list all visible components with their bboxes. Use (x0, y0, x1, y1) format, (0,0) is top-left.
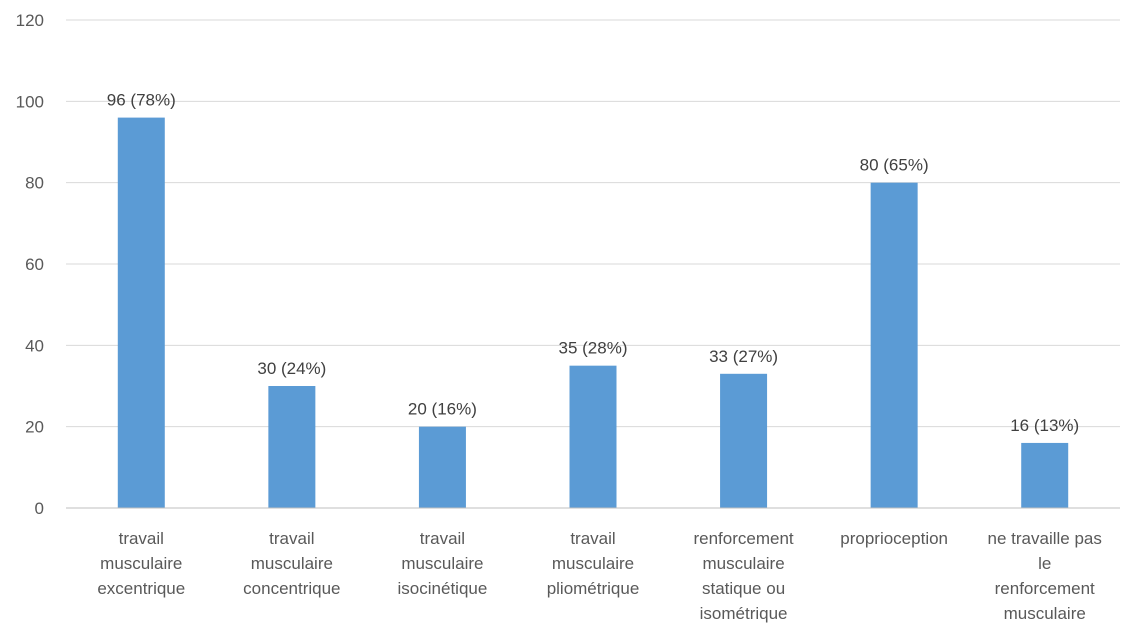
y-tick-label: 20 (25, 418, 44, 437)
y-tick-label: 0 (35, 499, 44, 518)
y-tick-label: 120 (16, 11, 44, 30)
data-labels: 96 (78%) 30 (24%) 20 (16%) 35 (28%) 33 (27%)… (107, 91, 1079, 435)
category-label-line: musculaire (251, 554, 333, 573)
category-label: travail musculaire pliométrique (547, 529, 640, 598)
category-labels: travail musculaire excentrique travail muscu… (97, 529, 1102, 623)
gridlines (66, 19, 1120, 428)
category-label: proprioception (840, 529, 948, 548)
category-label-line: travail (269, 529, 314, 548)
category-label: travail musculaire excentrique (97, 529, 185, 598)
category-label-line: musculaire (401, 554, 483, 573)
category-label-line: proprioception (840, 529, 948, 548)
bar-5 (720, 373, 768, 508)
data-label: 20 (16%) (408, 400, 477, 419)
category-label-line: renforcement (995, 579, 1095, 598)
bar-7 (1021, 442, 1069, 508)
bar-6 (870, 182, 918, 508)
category-label-line: travail (119, 529, 164, 548)
category-label-line: isocinétique (398, 579, 488, 598)
bar-3 (418, 426, 466, 508)
category-label-line: musculaire (552, 554, 634, 573)
category-label-line: le (1038, 554, 1051, 573)
category-label-line: statique ou (702, 579, 785, 598)
y-axis-tick-labels: 0 20 40 60 80 100 120 (16, 11, 44, 518)
bar-2 (268, 386, 316, 508)
data-label: 16 (13%) (1010, 416, 1079, 435)
y-tick-label: 40 (25, 336, 44, 355)
category-label: renforcement musculaire statique ou isométr… (693, 529, 793, 623)
y-tick-label: 100 (16, 92, 44, 111)
y-tick-label: 80 (25, 174, 44, 193)
category-label: ne travaille pas le renforcement musculaire (988, 529, 1102, 623)
bar-1 (117, 117, 165, 508)
category-label-line: renforcement (693, 529, 793, 548)
data-label: 80 (65%) (860, 156, 929, 175)
category-label-line: excentrique (97, 579, 185, 598)
category-label-line: concentrique (243, 579, 340, 598)
y-tick-label: 60 (25, 255, 44, 274)
data-label: 35 (28%) (559, 339, 628, 358)
category-label-line: ne travaille pas (988, 529, 1102, 548)
category-label: travail musculaire isocinétique (398, 529, 488, 598)
data-label: 96 (78%) (107, 91, 176, 110)
data-label: 33 (27%) (709, 347, 778, 366)
category-label-line: travail (420, 529, 465, 548)
bars (117, 117, 1069, 508)
category-label-line: isométrique (700, 604, 788, 623)
category-label: travail musculaire concentrique (243, 529, 340, 598)
category-label-line: travail (570, 529, 615, 548)
category-label-line: pliométrique (547, 579, 640, 598)
category-label-line: musculaire (100, 554, 182, 573)
category-label-line: musculaire (702, 554, 784, 573)
bar-4 (569, 365, 617, 508)
data-label: 30 (24%) (257, 359, 326, 378)
category-label-line: musculaire (1004, 604, 1086, 623)
